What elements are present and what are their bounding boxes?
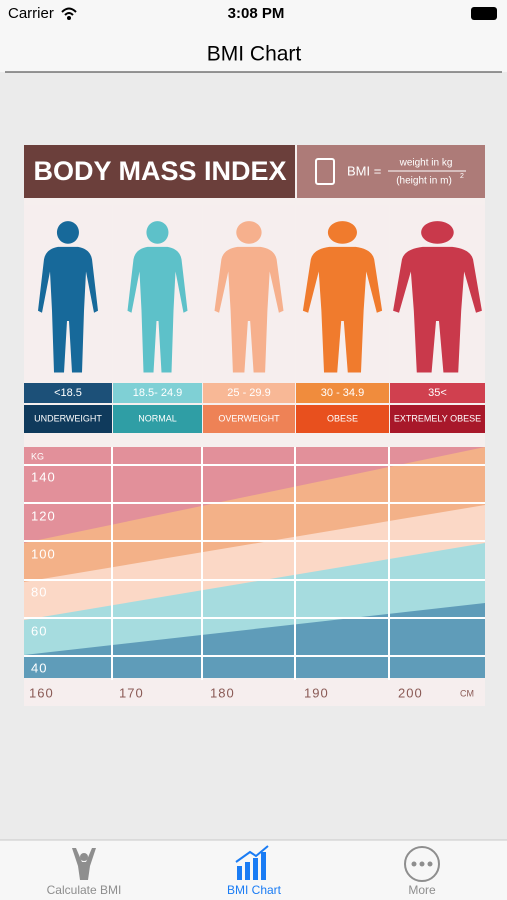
range-cell [203, 383, 295, 403]
infographic: BODY MASS INDEX BMI = weight in kg (heig… [24, 145, 485, 706]
height-label: 180 [210, 685, 235, 700]
range-label: 35< [428, 387, 447, 399]
category-cell [390, 405, 485, 433]
tab-icon [72, 848, 96, 880]
tab-icon [419, 861, 425, 867]
range-label: <18.5 [54, 387, 82, 399]
category-cell [24, 405, 112, 433]
height-label: 200 [398, 685, 423, 700]
nav-title: BMI Chart [207, 43, 302, 66]
grid [24, 447, 485, 706]
tab-bmi-chart[interactable] [235, 845, 269, 880]
infographic-title: BODY MASS INDEX [33, 156, 286, 186]
formula-denominator: (height in m) [396, 176, 452, 187]
category-label: EXTREMELY OBESE [394, 413, 481, 423]
category-cell [296, 405, 389, 433]
height-unit: CM [460, 688, 474, 698]
category-cell [203, 405, 295, 433]
tab-icon [411, 861, 417, 867]
height-label: 160 [29, 685, 54, 700]
time: 3:08 PM [228, 5, 285, 22]
status-bar [0, 0, 507, 28]
carrier: Carrier [8, 5, 54, 22]
tab-icon [427, 861, 433, 867]
tab-more[interactable] [404, 846, 440, 882]
tab-label[interactable]: Calculate BMI [47, 883, 122, 897]
tab-icon [80, 853, 88, 861]
formula-numerator: weight in kg [399, 158, 453, 169]
height-label: 170 [119, 685, 144, 700]
battery [471, 7, 497, 20]
tab-label[interactable]: More [408, 883, 436, 897]
tab-icon [235, 845, 269, 863]
range-cell [296, 383, 389, 403]
wifi-icon [61, 7, 77, 16]
range-cell [390, 383, 485, 403]
weight-height-chart: KG 140 120 100 80 60 40 160 170 180 190 200 CM [24, 447, 485, 706]
tab-calculate[interactable] [72, 848, 96, 880]
weight-label: 40 [31, 660, 47, 675]
tab-label[interactable]: BMI Chart [227, 883, 282, 897]
height-label: 190 [304, 685, 329, 700]
range-label: 25 - 29.9 [227, 387, 270, 399]
nav-bar [0, 28, 507, 72]
tab-icon [253, 858, 258, 880]
wifi-dot [67, 16, 71, 20]
range-cell [113, 383, 202, 403]
formula-lhs: BMI = [347, 163, 381, 178]
weight-label: 140 [31, 469, 56, 484]
weight-label: 100 [31, 546, 56, 561]
tab-icon [404, 846, 440, 882]
category-label: OBESE [327, 413, 358, 423]
tab-icon [237, 866, 242, 880]
category-label: OVERWEIGHT [218, 413, 280, 423]
band-underweight [24, 603, 485, 678]
range-label: 30 - 34.9 [321, 387, 364, 399]
calculator-icon [315, 158, 335, 185]
category-cell [113, 405, 202, 433]
tab-icon [261, 852, 266, 880]
weight-label: 60 [31, 623, 47, 638]
weight-unit: KG [31, 451, 44, 461]
weight-label: 80 [31, 584, 47, 599]
weight-label: 120 [31, 508, 56, 523]
height-axis-bg [24, 680, 485, 706]
tab-icon [245, 862, 250, 880]
figures: <18.5 UNDERWEIGHT 18.5- 24.9 NORMAL 25 - 29.… [24, 205, 485, 433]
range-label: 18.5- 24.9 [133, 387, 183, 399]
title-box [24, 145, 295, 198]
range-cell [24, 383, 112, 403]
category-label: UNDERWEIGHT [34, 413, 102, 423]
category-label: NORMAL [138, 413, 177, 423]
formula-exponent: 2 [460, 173, 464, 180]
